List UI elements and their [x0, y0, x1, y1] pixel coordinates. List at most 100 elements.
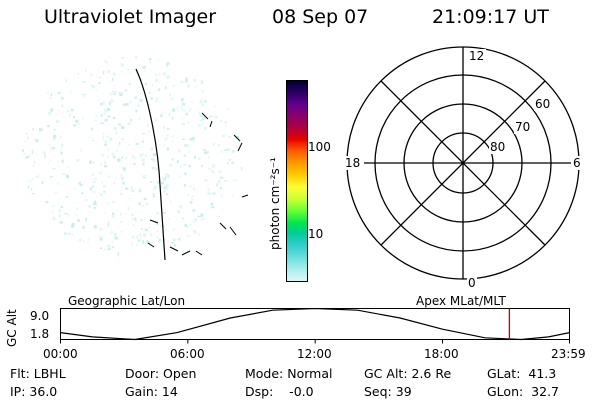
- uv-speckle: [101, 153, 105, 157]
- uv-speckle: [107, 223, 109, 227]
- orbit-right-title: Apex MLat/MLT: [416, 294, 506, 308]
- uv-speckle: [91, 185, 95, 187]
- uv-speckle: [121, 57, 124, 59]
- uv-speckle: [35, 138, 39, 143]
- uv-speckle: [207, 191, 211, 195]
- uv-speckle: [118, 123, 122, 126]
- uv-speckle: [61, 104, 63, 107]
- uv-speckle: [37, 175, 40, 178]
- uv-speckle: [131, 189, 135, 193]
- uv-speckle: [139, 98, 143, 102]
- uv-speckle: [133, 224, 135, 226]
- uv-speckle: [211, 206, 215, 209]
- uv-speckle: [112, 200, 115, 204]
- status-filter: Flt: LBHL: [10, 366, 66, 381]
- uv-speckle: [99, 237, 103, 241]
- uv-speckle: [76, 159, 80, 162]
- uv-speckle: [192, 136, 195, 140]
- uv-speckle: [209, 115, 213, 117]
- uv-speckle: [125, 187, 129, 190]
- uv-speckle: [232, 150, 235, 153]
- uv-speckle: [150, 158, 155, 160]
- uv-speckle: [166, 128, 170, 130]
- uv-speckle: [30, 188, 33, 191]
- uv-speckle: [185, 112, 188, 116]
- uv-speckle: [74, 188, 76, 190]
- uv-speckle: [152, 166, 155, 170]
- uv-speckle: [93, 119, 98, 121]
- uv-speckle: [149, 103, 151, 105]
- uv-speckle: [107, 221, 110, 223]
- uv-speckle: [61, 97, 64, 100]
- uv-speckle: [62, 173, 66, 175]
- uv-speckle: [92, 173, 94, 176]
- uv-speckle: [156, 223, 159, 225]
- uv-speckle: [162, 177, 165, 180]
- uv-speckle: [135, 142, 139, 145]
- uv-speckle: [52, 137, 56, 141]
- uv-speckle: [100, 114, 103, 117]
- uv-speckle: [104, 105, 106, 107]
- uv-speckle: [82, 94, 86, 96]
- uv-speckle: [188, 109, 191, 112]
- uv-speckle: [153, 185, 157, 189]
- uv-speckle: [47, 163, 50, 165]
- uv-speckle: [201, 90, 204, 93]
- uv-speckle: [99, 171, 102, 175]
- uv-speckle: [221, 194, 223, 198]
- uv-speckle: [66, 166, 69, 168]
- uv-speckle: [93, 225, 97, 229]
- uv-speckle: [172, 85, 176, 87]
- uv-speckle: [139, 86, 142, 88]
- uv-speckle: [137, 239, 141, 242]
- uv-speckle: [81, 192, 84, 195]
- uv-speckle: [158, 239, 162, 242]
- uv-speckle: [199, 100, 203, 104]
- uv-speckle: [102, 70, 105, 75]
- uv-speckle: [60, 149, 63, 151]
- uv-speckle: [198, 233, 200, 237]
- uv-speckle: [112, 72, 116, 76]
- uv-speckle: [144, 245, 147, 247]
- uv-speckle: [122, 181, 125, 185]
- uv-speckle: [123, 169, 126, 171]
- uv-speckle: [60, 206, 64, 208]
- uv-speckle: [52, 210, 54, 213]
- uv-speckle: [32, 128, 34, 131]
- orbit-xtick-3: 18:00: [424, 347, 459, 361]
- uv-speckle: [183, 154, 186, 157]
- uv-speckle: [149, 181, 153, 183]
- colorbar-label: photon cm⁻²s⁻¹: [268, 157, 282, 250]
- uv-speckle: [231, 161, 234, 164]
- uv-speckle: [181, 98, 184, 100]
- uv-speckle: [92, 85, 95, 89]
- uv-intensity-speckles: [22, 56, 243, 257]
- uv-speckle: [145, 154, 147, 157]
- uv-speckle: [131, 213, 134, 216]
- uv-speckle: [124, 156, 127, 159]
- uv-speckle: [233, 179, 237, 182]
- uv-speckle: [165, 183, 169, 186]
- uv-speckle: [213, 142, 215, 146]
- uv-speckle: [106, 202, 109, 204]
- uv-speckle: [103, 190, 106, 193]
- uv-speckle: [198, 111, 202, 115]
- uv-speckle: [165, 187, 168, 191]
- uv-speckle: [67, 214, 70, 217]
- uv-speckle: [49, 159, 51, 162]
- uv-speckle: [221, 208, 223, 211]
- uv-speckle: [202, 117, 206, 120]
- uv-speckle: [224, 149, 228, 151]
- uv-speckle: [182, 102, 185, 104]
- uv-speckle: [191, 198, 193, 200]
- uv-speckle: [47, 125, 50, 128]
- uv-speckle: [83, 94, 85, 97]
- uv-speckle: [216, 183, 218, 187]
- uv-speckle: [32, 177, 34, 180]
- uv-speckle: [224, 180, 226, 182]
- uv-speckle: [112, 77, 114, 81]
- uv-speckle: [104, 60, 107, 63]
- uv-speckle: [63, 232, 67, 235]
- uv-speckle: [199, 115, 203, 117]
- uv-speckle: [214, 115, 218, 119]
